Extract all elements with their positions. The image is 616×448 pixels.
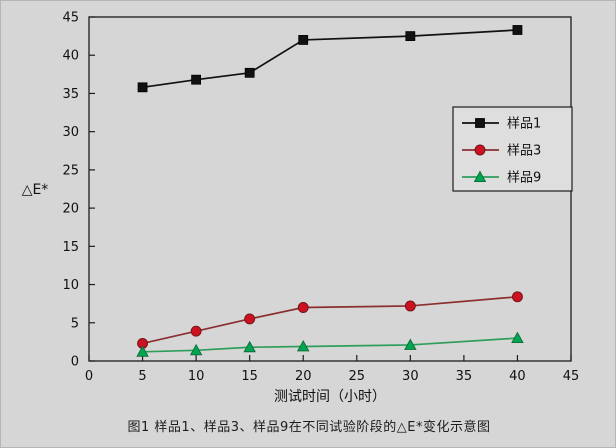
svg-text:0: 0: [85, 369, 93, 384]
series-1-marker: [190, 325, 202, 337]
series-line-1: [142, 295, 518, 345]
x-axis-label: 测试时间（小时）: [274, 389, 386, 405]
svg-text:△E*: △E*: [22, 182, 49, 198]
legend-marker-2: [473, 170, 487, 182]
series-0-marker: [512, 25, 523, 35]
series-0-marker: [244, 67, 255, 78]
svg-text:40: 40: [62, 49, 79, 64]
series-0-marker: [298, 35, 309, 45]
series-2-marker: [189, 343, 203, 356]
svg-text:0: 0: [71, 355, 79, 370]
series-line-2: [142, 337, 518, 353]
series-line-0: [142, 29, 518, 89]
svg-text:45: 45: [563, 369, 580, 384]
svg-text:15: 15: [241, 369, 258, 384]
svg-text:40: 40: [509, 369, 526, 384]
series-2-marker: [404, 338, 417, 350]
svg-text:5: 5: [138, 369, 146, 384]
series-1-marker: [244, 313, 256, 325]
svg-text:5: 5: [71, 316, 79, 331]
legend-item-0: 样品1: [462, 117, 541, 132]
series-2-marker: [243, 340, 256, 353]
svg-text:30: 30: [402, 369, 419, 384]
legend-item-1: 样品3: [462, 144, 541, 159]
y-axis-label: △E*: [22, 182, 49, 198]
svg-text:15: 15: [62, 240, 79, 255]
y-axis: 0 5 10 15 20 25 30 35 40 45: [62, 11, 95, 370]
svg-text:25: 25: [349, 369, 366, 384]
svg-text:样品9: 样品9: [507, 171, 541, 186]
series-1: [137, 291, 523, 349]
series-2-marker: [296, 340, 310, 352]
series-2: [136, 331, 524, 357]
series-1-marker: [511, 291, 523, 303]
series-1-marker: [297, 302, 309, 313]
line-chart: 0 5 10 15 20 25 30 35 40 45 0 5 10 15 20 25 30 35 40 45 测试时间…: [22, 11, 580, 406]
svg-text:35: 35: [62, 87, 79, 102]
series-0-marker: [137, 82, 148, 93]
series-1-marker: [404, 300, 416, 312]
svg-text:35: 35: [456, 369, 473, 384]
legend-marker-0: [475, 118, 485, 128]
svg-text:10: 10: [188, 369, 205, 384]
legend-marker-1: [474, 144, 486, 156]
series-2-marker: [511, 331, 524, 344]
svg-text:25: 25: [62, 163, 79, 178]
svg-text:20: 20: [62, 202, 79, 217]
svg-text:45: 45: [62, 11, 79, 26]
svg-text:测试时间（小时）: 测试时间（小时）: [274, 389, 386, 405]
svg-text:样品3: 样品3: [507, 144, 541, 159]
svg-text:20: 20: [295, 369, 312, 384]
series-0: [137, 25, 523, 93]
svg-text:30: 30: [62, 125, 79, 140]
figure-caption: 图1 样品1、样品3、样品9在不同试验阶段的△E*变化示意图: [127, 419, 491, 435]
legend: 样品1 样品3 样品9: [452, 106, 573, 192]
series-0-marker: [191, 74, 202, 85]
svg-text:10: 10: [62, 278, 79, 293]
svg-text:样品1: 样品1: [507, 117, 541, 132]
x-axis: 0 5 10 15 20 25 30 35 40 45: [85, 355, 579, 384]
legend-item-2: 样品9: [462, 171, 541, 186]
series-2-marker: [136, 345, 149, 357]
series-0-marker: [405, 31, 416, 42]
